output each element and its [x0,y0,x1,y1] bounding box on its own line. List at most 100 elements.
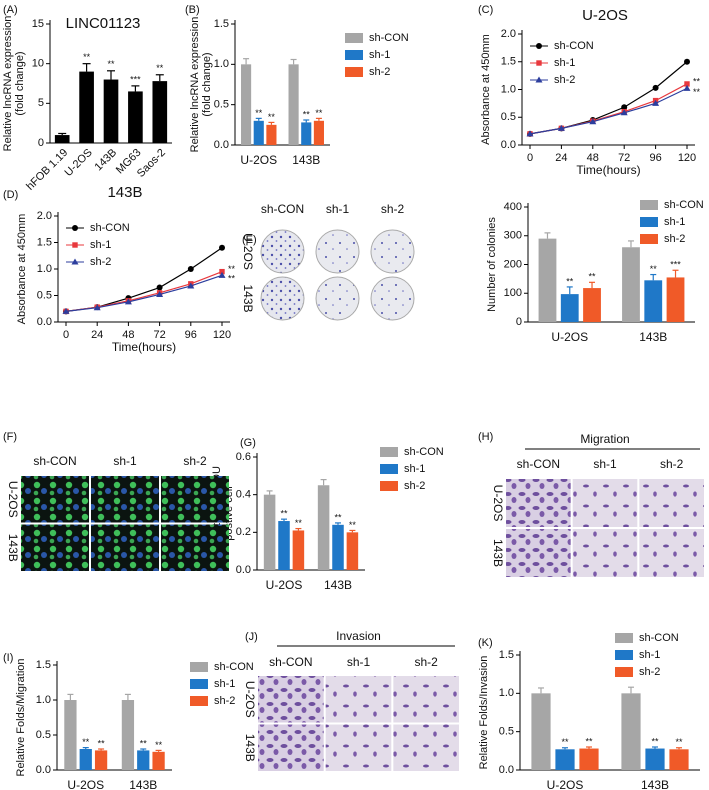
bar [288,64,299,145]
bar [128,91,143,143]
legend-label: sh-CON [404,446,444,458]
y-tick-label: 5 [38,97,44,109]
x-tick-label: U-2OS [266,578,303,592]
legend-swatch [380,464,398,474]
column-label: sh-CON [261,202,304,216]
point [218,271,226,278]
significance: ** [107,59,115,69]
significance: ** [98,738,106,748]
y-tick-label: 1.5 [499,649,514,661]
column-label: sh-2 [414,655,438,669]
micrograph [639,479,704,527]
micrograph [91,524,159,571]
x-tick-label: 72 [618,152,630,164]
micrograph [572,479,638,527]
chart-title: LINC01123 [66,15,141,32]
colony-dish [260,276,305,321]
bar [669,749,689,770]
y-tick-label: 0 [38,137,44,149]
y-tick-label: 1.0 [214,58,229,70]
x-axis-label: Time(hours) [112,340,176,354]
y-tick-label: 0.5 [499,726,514,738]
column-label: sh-2 [183,454,207,468]
legend-swatch [640,234,658,244]
bar [278,521,290,570]
bar [137,750,150,770]
point [187,266,194,272]
point [620,109,628,116]
y-axis-label: Relative lncRNA expression [2,16,14,152]
micrograph [572,529,638,577]
bar [152,81,168,143]
y-tick-label: 0.5 [36,729,51,741]
column-label: sh-2 [660,457,684,471]
x-tick-label: U-2OS [63,147,95,179]
x-tick-label: 120 [678,152,696,164]
x-tick-label: 96 [649,152,661,164]
bar [560,294,579,322]
legend-swatch [380,447,398,457]
y-tick-label: 2.0 [37,210,52,222]
significance: ** [349,520,357,530]
significance: ** [675,737,683,747]
chart-title: 143B [107,184,142,201]
legend-marker [536,60,542,66]
micrograph [258,724,324,771]
point [684,58,690,65]
x-tick-label: 72 [153,329,165,341]
bar [583,288,601,322]
x-tick-label: 96 [185,329,197,341]
bar [79,71,94,143]
point [187,282,195,289]
y-axis-label: Relative lncRNA expression [189,17,201,153]
legend-label: sh-1 [664,216,685,228]
bar [94,750,108,770]
legend-label: sh-CON [90,222,130,234]
significance: ** [268,112,276,122]
series-line [529,83,688,135]
colony-dish [370,229,415,274]
x-tick-label: 143B [324,578,352,592]
series-line [65,271,223,312]
y-tick-label: 1.5 [37,236,52,248]
y-tick-label: 1.5 [501,56,516,68]
legend-swatch [190,679,208,689]
legend-label: sh-2 [369,66,390,78]
panel-label: (H) [478,431,493,443]
micrograph [325,724,392,771]
micrograph [506,529,571,577]
point [93,304,101,311]
y-tick-label: 1.0 [501,83,516,95]
y-tick-label: 300 [504,230,522,242]
legend-label: sh-1 [554,57,575,69]
legend-label: sh-2 [214,695,235,707]
panel-label: (B) [185,4,200,16]
y-tick-label: 200 [504,258,522,270]
bar [622,247,640,322]
y-tick-label: 1.0 [499,687,514,699]
column-label: sh-1 [593,457,617,471]
series-line [529,87,688,135]
panel-label: (F) [3,431,17,443]
y-tick-label: 0.0 [36,764,51,776]
point [621,104,628,111]
point [156,290,164,297]
bar [152,751,165,770]
significance: ** [228,274,236,284]
bar [313,120,324,145]
legend-label: sh-CON [554,40,594,52]
significance: ** [566,276,574,286]
point [219,244,225,251]
x-tick-label: 0 [63,329,69,341]
legend-marker [72,225,78,231]
x-tick-label: 0 [527,152,533,164]
legend-label: sh-1 [369,49,390,61]
legend-label: sh-1 [90,239,111,251]
legend-marker [72,242,78,248]
micrograph [258,676,324,723]
y-tick-label: 100 [504,287,522,299]
column-label: sh-1 [113,454,137,468]
significance: *** [130,74,141,84]
bar [292,530,305,570]
legend-swatch [190,662,208,672]
